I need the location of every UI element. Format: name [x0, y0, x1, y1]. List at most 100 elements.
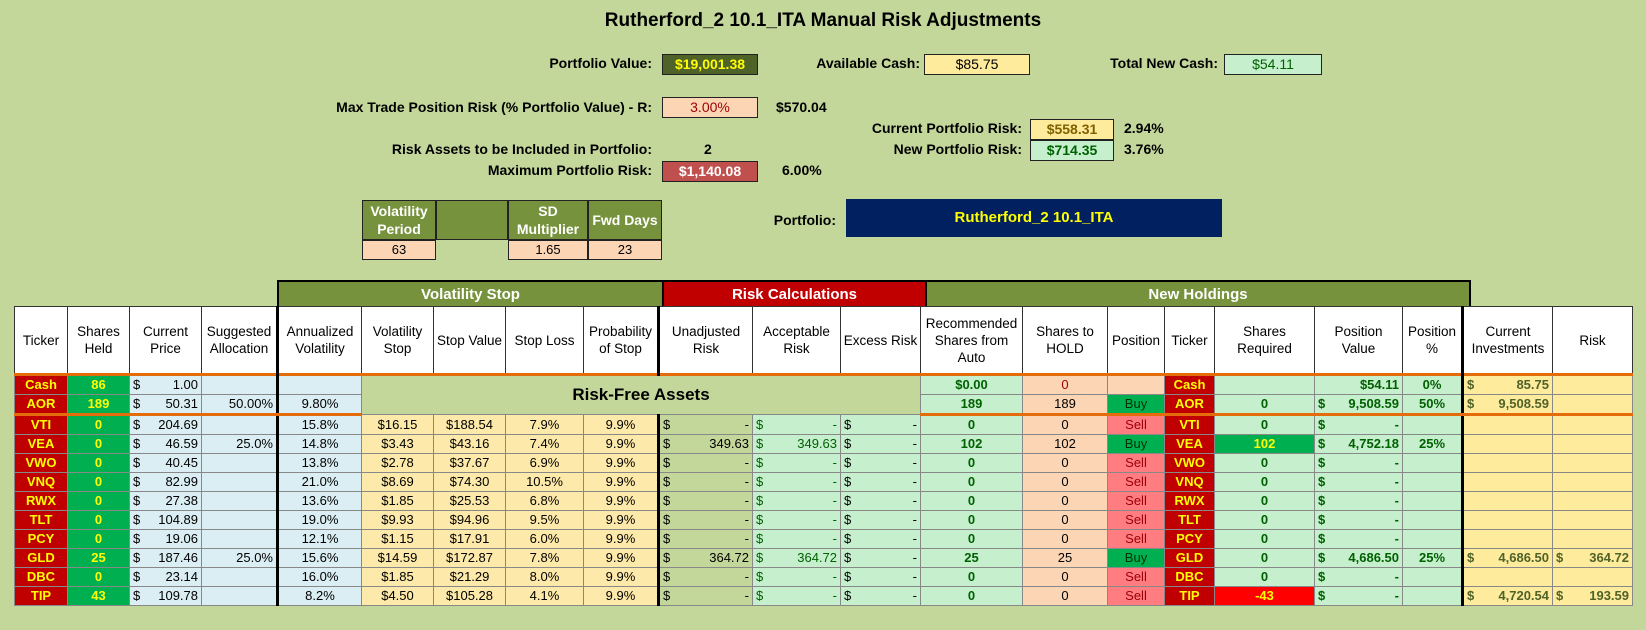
current-investment-cell[interactable] [1461, 510, 1553, 530]
volatility-stop-cell[interactable]: $3.43 [361, 434, 434, 454]
available-cash-cell[interactable]: $85.75 [924, 54, 1030, 75]
col-probability-of-stop[interactable]: Probability of Stop [583, 306, 659, 375]
recommended-cell[interactable]: 102 [920, 434, 1023, 454]
allocation-cell[interactable] [201, 491, 278, 511]
hold-cell[interactable]: 0 [1022, 586, 1108, 606]
price-cell[interactable]: $204.69 [129, 414, 202, 435]
risk-cell[interactable] [1552, 567, 1633, 587]
recommended-cell[interactable]: 25 [920, 548, 1023, 568]
hold-cell[interactable]: 25 [1022, 548, 1108, 568]
shares-held-cell[interactable]: 189 [67, 394, 130, 416]
position-cell[interactable] [1107, 374, 1165, 395]
risk-cell[interactable]: $193.59 [1552, 586, 1633, 606]
recommended-cell[interactable]: 0 [920, 567, 1023, 587]
risk-cell[interactable] [1552, 434, 1633, 454]
hold-cell[interactable]: 0 [1022, 491, 1108, 511]
excess-risk-cell[interactable]: $ - [840, 472, 921, 492]
acceptable-risk-cell[interactable]: $ - [752, 510, 841, 530]
col-current-price[interactable]: Current Price [129, 306, 202, 375]
price-cell[interactable]: $23.14 [129, 567, 202, 587]
acceptable-risk-cell[interactable]: $ - [752, 414, 841, 435]
allocation-cell[interactable]: 50.00% [201, 394, 278, 416]
position-pct-cell[interactable] [1402, 453, 1463, 473]
risk-cell[interactable] [1552, 491, 1633, 511]
recommended-cell[interactable]: 0 [920, 472, 1023, 492]
volatility-stop-cell[interactable]: $8.69 [361, 472, 434, 492]
ticker-cell[interactable]: DBC [14, 567, 68, 587]
price-cell[interactable]: $109.78 [129, 586, 202, 606]
stop-loss-cell[interactable]: 6.0% [505, 529, 584, 549]
ticker-2-cell[interactable]: TIP [1164, 586, 1215, 606]
recommended-cell[interactable]: 0 [920, 510, 1023, 530]
allocation-cell[interactable] [201, 453, 278, 473]
recommended-cell[interactable]: 0 [920, 414, 1023, 435]
required-cell[interactable]: 0 [1214, 567, 1315, 587]
price-cell[interactable]: $82.99 [129, 472, 202, 492]
stop-value-cell[interactable]: $37.67 [433, 453, 506, 473]
position-cell[interactable]: Buy [1107, 434, 1165, 454]
position-cell[interactable]: Sell [1107, 529, 1165, 549]
price-cell[interactable]: $1.00 [129, 374, 202, 395]
fwd-days-cell[interactable]: 23 [588, 240, 662, 260]
volatility-cell[interactable]: 19.0% [276, 510, 362, 530]
current-investment-cell[interactable] [1461, 434, 1553, 454]
required-cell[interactable]: 0 [1214, 510, 1315, 530]
position-cell[interactable]: Sell [1107, 510, 1165, 530]
recommended-cell[interactable]: 189 [920, 394, 1023, 416]
col-position-pct[interactable]: Position % [1402, 306, 1463, 375]
position-value-cell[interactable]: $9,508.59 [1314, 394, 1403, 416]
col-current-investments[interactable]: Current Investments [1461, 306, 1553, 375]
price-cell[interactable]: $40.45 [129, 453, 202, 473]
stop-value-cell[interactable]: $74.30 [433, 472, 506, 492]
risk-cell[interactable] [1552, 414, 1633, 435]
ticker-2-cell[interactable]: VWO [1164, 453, 1215, 473]
required-cell[interactable]: 0 [1214, 453, 1315, 473]
unadjusted-risk-cell[interactable]: $349.63 [657, 434, 753, 454]
position-pct-cell[interactable]: 25% [1402, 434, 1463, 454]
position-cell[interactable]: Buy [1107, 394, 1165, 416]
shares-held-cell[interactable]: 25 [67, 548, 130, 568]
col-position-value[interactable]: Position Value [1314, 306, 1403, 375]
current-risk-cell[interactable]: $558.31 [1030, 119, 1114, 140]
volatility-cell[interactable]: 13.8% [276, 453, 362, 473]
position-pct-cell[interactable] [1402, 510, 1463, 530]
probability-cell[interactable]: 9.9% [583, 586, 659, 606]
recommended-cell[interactable]: 0 [920, 453, 1023, 473]
volatility-stop-cell[interactable]: $1.15 [361, 529, 434, 549]
unadjusted-risk-cell[interactable]: $ - [657, 529, 753, 549]
stop-loss-cell[interactable]: 6.9% [505, 453, 584, 473]
probability-cell[interactable]: 9.9% [583, 567, 659, 587]
position-value-cell[interactable]: $ - [1314, 510, 1403, 530]
volatility-cell[interactable]: 8.2% [276, 586, 362, 606]
position-cell[interactable]: Sell [1107, 567, 1165, 587]
col-stop-value[interactable]: Stop Value [433, 306, 506, 375]
col-ticker-2[interactable]: Ticker [1164, 306, 1215, 375]
col-unadjusted-risk[interactable]: Unadjusted Risk [657, 306, 753, 375]
probability-cell[interactable]: 9.9% [583, 491, 659, 511]
excess-risk-cell[interactable]: $ - [840, 567, 921, 587]
new-risk-cell[interactable]: $714.35 [1030, 140, 1114, 161]
col-suggested-allocation[interactable]: Suggested Allocation [201, 306, 278, 375]
required-cell[interactable]: 0 [1214, 548, 1315, 568]
position-value-cell[interactable]: $ - [1314, 491, 1403, 511]
required-cell[interactable]: 0 [1214, 529, 1315, 549]
excess-risk-cell[interactable]: $ - [840, 529, 921, 549]
hold-cell[interactable]: 189 [1022, 394, 1108, 416]
ticker-cell[interactable]: RWX [14, 491, 68, 511]
volatility-cell[interactable]: 14.8% [276, 434, 362, 454]
portfolio-value-cell[interactable]: $19,001.38 [662, 54, 758, 75]
allocation-cell[interactable] [201, 510, 278, 530]
position-pct-cell[interactable]: 0% [1402, 374, 1463, 395]
ticker-2-cell[interactable]: VTI [1164, 414, 1215, 435]
volatility-cell[interactable]: 15.6% [276, 548, 362, 568]
risk-cell[interactable] [1552, 394, 1633, 416]
volatility-stop-cell[interactable]: $1.85 [361, 567, 434, 587]
risk-cell[interactable] [1552, 510, 1633, 530]
acceptable-risk-cell[interactable]: $ - [752, 529, 841, 549]
ticker-cell[interactable]: TLT [14, 510, 68, 530]
stop-value-cell[interactable]: $105.28 [433, 586, 506, 606]
ticker-2-cell[interactable]: VEA [1164, 434, 1215, 454]
col-ticker[interactable]: Ticker [14, 306, 68, 375]
ticker-cell[interactable]: PCY [14, 529, 68, 549]
volatility-cell[interactable]: 15.8% [276, 414, 362, 435]
